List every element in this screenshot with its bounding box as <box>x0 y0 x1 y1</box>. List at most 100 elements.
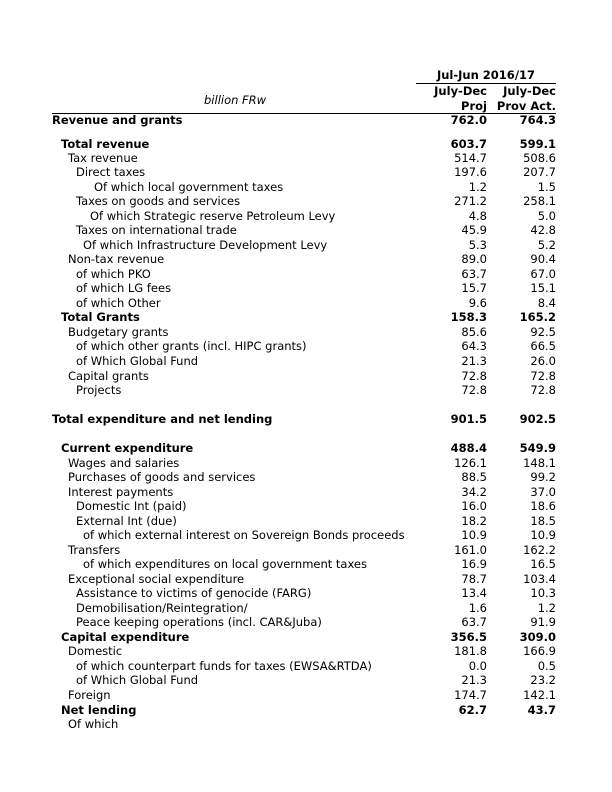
row-value-proj: 15.7 <box>461 281 487 295</box>
row-value-actual: 309.0 <box>519 630 556 644</box>
row-value-proj: 64.3 <box>461 339 487 353</box>
row-value-actual: 10.9 <box>530 528 556 542</box>
row-value-actual: 92.5 <box>530 325 556 339</box>
row-value-proj: 88.5 <box>461 470 487 484</box>
table-row: Peace keeping operations (incl. CAR&Juba… <box>0 615 612 629</box>
row-value-actual: 902.5 <box>519 412 556 426</box>
row-label: Tax revenue <box>68 151 138 165</box>
row-value-actual: 0.5 <box>537 659 556 673</box>
row-value-actual: 5.0 <box>537 209 556 223</box>
row-value-actual: 764.3 <box>519 113 556 127</box>
table-row: of Which Global Fund 21.3 23.2 <box>0 673 612 687</box>
row-value-actual: 18.5 <box>530 514 556 528</box>
table-row: Current expenditure 488.4 549.9 <box>0 441 612 455</box>
row-value-proj: 45.9 <box>461 223 487 237</box>
row-value-proj: 514.7 <box>454 151 487 165</box>
row-value-proj: 1.6 <box>468 601 487 615</box>
table-row: of Which Global Fund 21.3 26.0 <box>0 354 612 368</box>
row-label: Capital grants <box>68 369 149 383</box>
row-label: Current expenditure <box>61 441 194 455</box>
row-label: Non-tax revenue <box>68 252 165 266</box>
row-label: of which other grants (incl. HIPC grants… <box>76 339 307 353</box>
table-row: Projects 72.8 72.8 <box>0 383 612 397</box>
row-value-actual: 207.7 <box>523 165 556 179</box>
table-row: Demobilisation/Reintegration/1.6 1.2 <box>0 601 612 615</box>
row-value-proj: 174.7 <box>454 688 487 702</box>
row-value-actual: 1.5 <box>537 180 556 194</box>
period-header: Jul-Jun 2016/17 <box>436 68 536 82</box>
row-value-actual: 72.8 <box>530 369 556 383</box>
row-label: Total Grants <box>61 310 140 324</box>
row-label: of which expenditures on local governmen… <box>83 557 367 571</box>
row-value-actual: 10.3 <box>530 586 556 600</box>
table-row: Taxes on goods and services 271.2 258.1 <box>0 194 612 208</box>
row-value-actual: 99.2 <box>530 470 556 484</box>
row-value-actual: 166.9 <box>523 644 556 658</box>
row-value-proj: 21.3 <box>461 354 487 368</box>
row-value-actual: 15.1 <box>530 281 556 295</box>
table-row: Foreign 174.7 142.1 <box>0 688 612 702</box>
row-value-actual: 165.2 <box>519 310 556 324</box>
row-label: of which Other <box>76 296 161 310</box>
table-row: Revenue and grants 762.0 764.3 <box>0 113 612 127</box>
row-value-proj: 13.4 <box>461 586 487 600</box>
table-row: Tax revenue 514.7 508.6 <box>0 151 612 165</box>
row-label: Transfers <box>68 543 121 557</box>
row-label: Revenue and grants <box>52 113 183 127</box>
row-value-proj: 78.7 <box>461 572 487 586</box>
row-value-actual: 42.8 <box>530 223 556 237</box>
row-label: Exceptional social expenditure <box>68 572 245 586</box>
table-row: Domestic Int (paid) 16.0 18.6 <box>0 499 612 513</box>
table-row: of which other grants (incl. HIPC grants… <box>0 339 612 353</box>
row-label: Of which Strategic reserve Petroleum Lev… <box>90 209 336 223</box>
row-label: Net lending <box>61 703 137 717</box>
row-label: Domestic <box>68 644 123 658</box>
row-value-actual: 67.0 <box>530 267 556 281</box>
table-row: of which LG fees 15.7 15.1 <box>0 281 612 295</box>
row-value-actual: 18.6 <box>530 499 556 513</box>
table-row: Assistance to victims of genocide (FARG)… <box>0 586 612 600</box>
table-row: External Int (due) 18.2 18.5 <box>0 514 612 528</box>
row-label: Purchases of goods and services <box>68 470 256 484</box>
row-label: Of which <box>68 717 119 731</box>
row-label: Capital expenditure <box>61 630 190 644</box>
row-value-proj: 85.6 <box>461 325 487 339</box>
row-value-proj: 10.9 <box>461 528 487 542</box>
row-value-proj: 1.2 <box>468 180 487 194</box>
row-value-actual: 72.8 <box>530 383 556 397</box>
row-value-actual: 23.2 <box>530 673 556 687</box>
row-value-proj: 21.3 <box>461 673 487 687</box>
table-row: Domestic 181.8 166.9 <box>0 644 612 658</box>
row-label: Of which local government taxes <box>94 180 284 194</box>
row-value-proj: 63.7 <box>461 615 487 629</box>
period-underline <box>416 83 556 84</box>
table-row: Of which local government taxes 1.2 1.5 <box>0 180 612 194</box>
row-value-actual: 43.7 <box>527 703 556 717</box>
row-value-proj: 762.0 <box>450 113 487 127</box>
row-value-actual: 508.6 <box>523 151 556 165</box>
row-value-proj: 161.0 <box>454 543 487 557</box>
col2-header-line2: Prov Act. <box>496 99 556 113</box>
row-label: of Which Global Fund <box>76 673 199 687</box>
row-value-proj: 16.9 <box>461 557 487 571</box>
table-row: of which counterpart funds for taxes (EW… <box>0 659 612 673</box>
row-value-actual: 162.2 <box>523 543 556 557</box>
row-label: Peace keeping operations (incl. CAR&Juba… <box>76 615 322 629</box>
table-row: of which expenditures on local governmen… <box>0 557 612 571</box>
row-value-proj: 126.1 <box>454 456 487 470</box>
row-label: Assistance to victims of genocide (FARG) <box>76 586 312 600</box>
col1-header-line2: Proj <box>461 99 487 113</box>
row-value-actual: 5.2 <box>537 238 556 252</box>
table-row: Capital expenditure 356.5 309.0 <box>0 630 612 644</box>
row-value-proj: 901.5 <box>450 412 487 426</box>
table-row: Non-tax revenue 89.0 90.4 <box>0 252 612 266</box>
row-label: Taxes on international trade <box>76 223 237 237</box>
row-label: Demobilisation/Reintegration/ <box>76 601 248 615</box>
row-value-proj: 16.0 <box>461 499 487 513</box>
row-label: Domestic Int (paid) <box>76 499 187 513</box>
row-value-proj: 89.0 <box>461 252 487 266</box>
row-value-proj: 62.7 <box>458 703 487 717</box>
row-value-proj: 356.5 <box>450 630 487 644</box>
row-value-actual: 599.1 <box>519 137 556 151</box>
